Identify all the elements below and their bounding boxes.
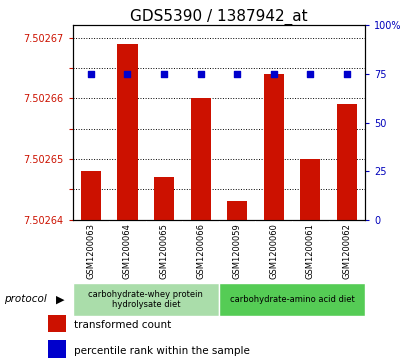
Title: GDS5390 / 1387942_at: GDS5390 / 1387942_at — [130, 9, 308, 25]
Bar — [264, 74, 284, 220]
Text: GSM1200061: GSM1200061 — [306, 224, 315, 279]
Point — [88, 71, 94, 77]
Text: GSM1200063: GSM1200063 — [86, 223, 95, 280]
Point — [197, 71, 204, 77]
Bar — [81, 171, 101, 220]
Bar — [48, 340, 66, 358]
Bar — [300, 159, 320, 220]
Bar — [154, 177, 174, 220]
Point — [124, 71, 131, 77]
Text: GSM1200060: GSM1200060 — [269, 224, 278, 279]
Point — [161, 71, 167, 77]
Bar — [117, 44, 137, 220]
Text: GSM1200066: GSM1200066 — [196, 223, 205, 280]
Text: GSM1200062: GSM1200062 — [342, 224, 352, 279]
Point — [307, 71, 314, 77]
Text: GSM1200064: GSM1200064 — [123, 224, 132, 279]
Text: percentile rank within the sample: percentile rank within the sample — [74, 346, 250, 356]
Text: carbohydrate-amino acid diet: carbohydrate-amino acid diet — [229, 295, 354, 304]
Bar — [190, 98, 211, 220]
Bar — [48, 314, 66, 333]
Point — [234, 71, 241, 77]
Text: GSM1200059: GSM1200059 — [233, 224, 242, 279]
Text: protocol: protocol — [4, 294, 47, 305]
Point — [271, 71, 277, 77]
Bar — [219, 283, 365, 316]
Point — [344, 71, 350, 77]
Text: transformed count: transformed count — [74, 321, 171, 330]
Text: carbohydrate-whey protein
hydrolysate diet: carbohydrate-whey protein hydrolysate di… — [88, 290, 203, 309]
Bar — [337, 104, 357, 220]
Text: ▶: ▶ — [56, 294, 64, 305]
Bar — [73, 283, 219, 316]
Bar — [227, 201, 247, 220]
Text: GSM1200065: GSM1200065 — [159, 224, 168, 279]
